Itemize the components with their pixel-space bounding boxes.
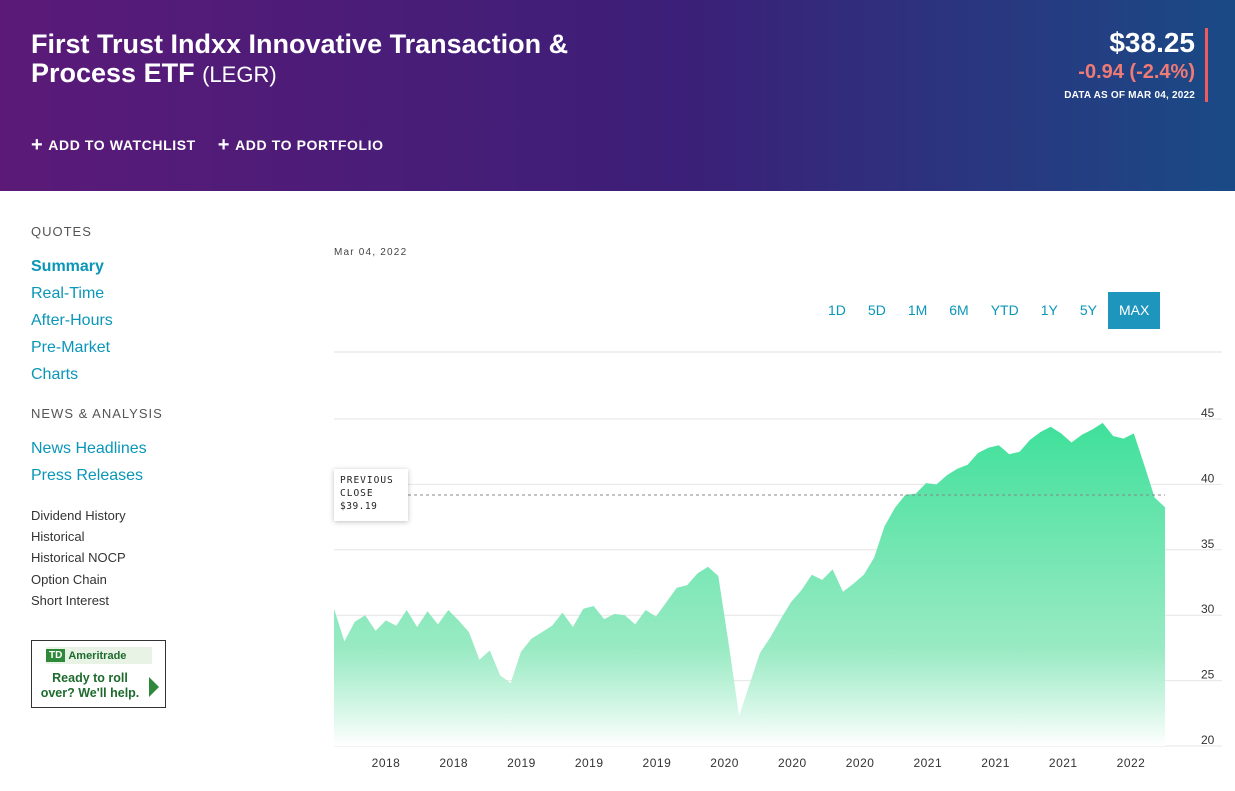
plus-icon: + [217,134,231,156]
range-1m[interactable]: 1M [907,302,928,318]
nav-after-hours[interactable]: After-Hours [31,312,113,329]
range-max[interactable]: MAX [1107,292,1161,329]
previous-close-tooltip: PREVIOUS CLOSE $39.19 [334,469,408,521]
y-tick-label: 30 [1201,602,1215,616]
x-tick-label: 2022 [1117,756,1146,770]
x-tick-label: 2021 [913,756,942,770]
other-links: Dividend History Historical Historical N… [31,505,231,611]
chart-date: Mar 04, 2022 [334,247,408,258]
ad-logo: TD Ameritrade [46,647,152,664]
y-tick-label: 45 [1201,406,1215,420]
x-tick-label: 2020 [778,756,807,770]
y-tick-label: 40 [1201,471,1215,485]
add-to-watchlist-label: ADD TO WATCHLIST [48,137,196,153]
nav-press-releases[interactable]: Press Releases [31,467,144,484]
x-tick-label: 2020 [846,756,875,770]
add-to-portfolio-label: ADD TO PORTFOLIO [235,137,384,153]
range-1d[interactable]: 1D [828,302,846,318]
range-1y[interactable]: 1Y [1040,302,1058,318]
range-5y[interactable]: 5Y [1079,302,1097,318]
price-summary: $38.25 -0.94 (-2.4%) DATA AS OF MAR 04, … [1064,28,1208,102]
price-change: -0.94 (-2.4%) [1078,61,1195,83]
news-nav: News Headlines Press Releases [31,435,231,489]
x-tick-label: 2018 [372,756,401,770]
nav-pre-market[interactable]: Pre-Market [31,339,111,356]
news-section-label: NEWS & ANALYSIS [31,406,163,421]
quote-sidebar: QUOTES Summary Real-Time After-Hours Pre… [31,224,231,611]
quote-actions: + ADD TO WATCHLIST + ADD TO PORTFOLIO [31,134,384,156]
link-historical[interactable]: Historical [31,529,85,545]
nav-real-time[interactable]: Real-Time [31,285,105,302]
last-price: $38.25 [1109,27,1195,58]
fund-name: First Trust Indxx Innovative Transaction… [31,29,569,88]
add-to-portfolio-button[interactable]: + ADD TO PORTFOLIO [217,134,384,156]
tooltip-value: $39.19 [340,501,378,512]
ad-text: Ready to roll over? We'll help. [40,671,140,700]
link-short-interest[interactable]: Short Interest [31,592,110,608]
x-tick-label: 2019 [643,756,672,770]
x-tick-label: 2021 [1049,756,1078,770]
tooltip-label-2: CLOSE [340,488,374,499]
nav-charts[interactable]: Charts [31,366,79,383]
range-5d[interactable]: 5D [867,302,886,318]
x-tick-label: 2019 [575,756,604,770]
nav-news-headlines[interactable]: News Headlines [31,440,147,457]
link-historical-nocp[interactable]: Historical NOCP [31,550,126,566]
x-tick-label: 2019 [507,756,536,770]
link-dividend-history[interactable]: Dividend History [31,508,126,523]
y-tick-label: 35 [1201,537,1215,551]
ameritrade-ad[interactable]: TD Ameritrade Ready to roll over? We'll … [31,640,166,708]
quotes-section-label: QUOTES [31,224,92,239]
quote-header: First Trust Indxx Innovative Transaction… [0,0,1235,191]
fund-title: First Trust Indxx Innovative Transaction… [31,30,671,89]
range-ytd[interactable]: YTD [990,302,1019,318]
y-tick-label: 20 [1201,733,1215,747]
data-as-of: DATA AS OF MAR 04, 2022 [1064,90,1195,101]
range-selector: 1D 5D 1M 6M YTD 1Y 5Y MAX [817,292,1161,329]
price-area-series [334,422,1165,746]
td-logo: TD [46,649,66,662]
x-tick-label: 2020 [710,756,739,770]
play-arrow-icon [149,677,159,697]
nav-summary[interactable]: Summary [31,258,104,275]
tooltip-label-1: PREVIOUS [340,475,394,486]
fund-ticker: (LEGR) [202,62,277,87]
y-tick-label: 25 [1201,668,1215,682]
range-6m[interactable]: 6M [949,302,969,318]
x-tick-label: 2021 [981,756,1010,770]
x-tick-label: 2018 [439,756,468,770]
link-option-chain[interactable]: Option Chain [31,571,107,587]
ad-brand: Ameritrade [68,649,127,662]
quotes-nav: Summary Real-Time After-Hours Pre-Market… [31,253,231,388]
plus-icon: + [31,134,44,156]
add-to-watchlist-button[interactable]: + ADD TO WATCHLIST [31,134,196,156]
